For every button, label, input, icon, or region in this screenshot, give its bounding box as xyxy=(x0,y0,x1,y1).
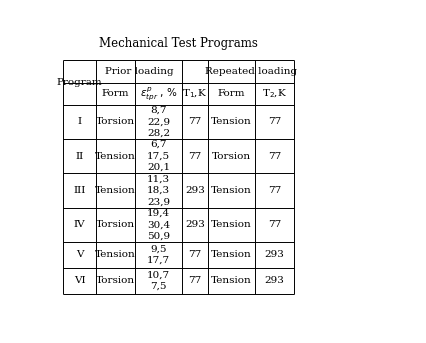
Text: I: I xyxy=(78,117,82,126)
Text: 293: 293 xyxy=(265,250,285,259)
Text: Repeated loading: Repeated loading xyxy=(205,67,297,76)
Text: Program: Program xyxy=(57,78,103,86)
Text: Tension: Tension xyxy=(95,186,136,195)
Text: $\varepsilon^{p}_{tpr}$ , %: $\varepsilon^{p}_{tpr}$ , % xyxy=(140,85,177,103)
Text: VI: VI xyxy=(74,276,86,285)
Text: Form: Form xyxy=(102,90,130,98)
Text: 10,7
7,5: 10,7 7,5 xyxy=(147,271,170,291)
Text: 77: 77 xyxy=(268,186,281,195)
Text: Torsion: Torsion xyxy=(96,220,135,229)
Text: Tension: Tension xyxy=(95,250,136,259)
Text: Tension: Tension xyxy=(211,276,252,285)
Text: Tension: Tension xyxy=(211,186,252,195)
Text: Tension: Tension xyxy=(211,117,252,126)
Text: V: V xyxy=(76,250,83,259)
Text: 19,4
30,4
50,9: 19,4 30,4 50,9 xyxy=(147,209,170,241)
Text: T$_1$,K: T$_1$,K xyxy=(182,88,207,100)
Text: 77: 77 xyxy=(268,117,281,126)
Text: 77: 77 xyxy=(188,152,201,161)
Text: Torsion: Torsion xyxy=(96,276,135,285)
Text: 77: 77 xyxy=(188,276,201,285)
Text: 11,3
18,3
23,9: 11,3 18,3 23,9 xyxy=(147,175,170,206)
Text: Torsion: Torsion xyxy=(96,117,135,126)
Text: Torsion: Torsion xyxy=(212,152,251,161)
Text: 8,7
22,9
28,2: 8,7 22,9 28,2 xyxy=(147,106,170,138)
Text: Tension: Tension xyxy=(211,220,252,229)
Text: 77: 77 xyxy=(188,250,201,259)
Text: Mechanical Test Programs: Mechanical Test Programs xyxy=(99,37,258,50)
Text: T$_2$,K: T$_2$,K xyxy=(262,88,287,100)
Text: Tension: Tension xyxy=(95,152,136,161)
Text: 77: 77 xyxy=(188,117,201,126)
Text: II: II xyxy=(75,152,84,161)
Text: 6,7
17,5
20,1: 6,7 17,5 20,1 xyxy=(147,140,170,172)
Text: Tension: Tension xyxy=(211,250,252,259)
Text: Prior loading: Prior loading xyxy=(105,67,173,76)
Text: 77: 77 xyxy=(268,220,281,229)
Text: III: III xyxy=(73,186,86,195)
Text: 293: 293 xyxy=(185,186,205,195)
Text: Form: Form xyxy=(217,90,245,98)
Text: 293: 293 xyxy=(265,276,285,285)
Text: 293: 293 xyxy=(185,220,205,229)
Text: 9,5
17,7: 9,5 17,7 xyxy=(147,245,170,265)
Text: 77: 77 xyxy=(268,152,281,161)
Text: IV: IV xyxy=(74,220,86,229)
